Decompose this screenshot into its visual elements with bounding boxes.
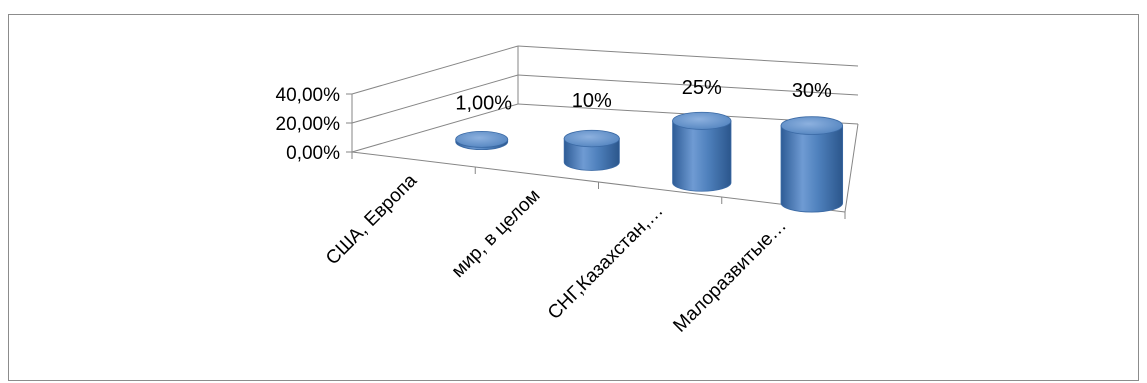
y-tick-label: 0,00% <box>286 143 340 164</box>
category-label: СНГ,Казахстан,… <box>544 200 668 324</box>
y-axis: 0,00% 20,00% 40,00% <box>276 85 846 219</box>
chart-area <box>8 14 1139 381</box>
category-label: мир, в целом <box>448 185 545 282</box>
data-label: 30% <box>792 80 832 102</box>
y-tick-label: 40,00% <box>276 85 341 106</box>
bar-top <box>780 116 844 135</box>
category-label: США, Европа <box>322 170 421 269</box>
bar-body <box>780 125 844 213</box>
chart-walls <box>351 45 859 213</box>
data-label: 10% <box>572 90 612 112</box>
bar: 30% <box>780 80 844 213</box>
bar: 25% <box>672 77 732 192</box>
bar: 10% <box>563 90 620 171</box>
bar-body <box>672 120 732 192</box>
bar-top <box>563 129 620 148</box>
gridline-left <box>351 45 519 95</box>
gridline-back <box>517 45 859 67</box>
category-label: Малоразвитые… <box>669 215 790 336</box>
floor-right-edge <box>844 123 859 213</box>
bar-body <box>563 138 620 171</box>
gridline-left <box>351 103 519 153</box>
data-label: 25% <box>682 77 722 99</box>
bar-series: 1,00% 10% 25% 30% <box>455 77 844 213</box>
bar-top <box>455 131 509 148</box>
y-tick-label: 20,00% <box>276 114 341 135</box>
gridline-back <box>517 74 859 96</box>
bar-top <box>672 111 732 130</box>
x-axis: США, Европа мир, в целом СНГ,Казахстан,… Ма… <box>322 170 791 337</box>
bar: 1,00% <box>455 92 512 151</box>
gridline-left <box>351 74 519 124</box>
data-label: 1,00% <box>455 92 512 114</box>
